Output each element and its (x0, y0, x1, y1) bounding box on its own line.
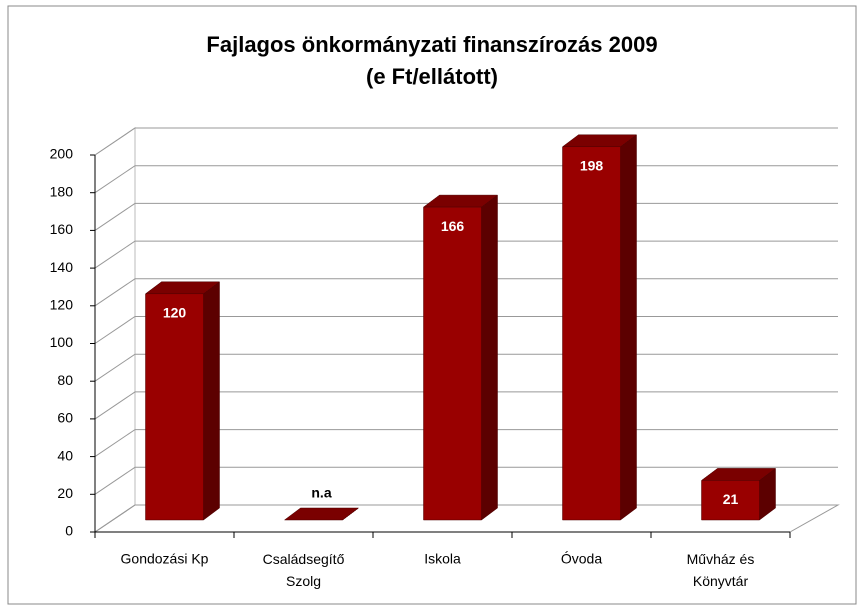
bar (422, 194, 499, 521)
y-tick-label: 200 (50, 146, 74, 162)
bar (561, 134, 638, 521)
y-tick-label: 100 (50, 334, 74, 350)
bar (144, 281, 221, 521)
y-tick-label: 20 (57, 485, 73, 501)
y-tick-label: 180 (50, 183, 74, 199)
bar-face (481, 194, 498, 521)
x-tick-label: Óvoda (561, 551, 602, 567)
bar-face (145, 293, 204, 521)
x-tick-label: Családsegítő Szolg (263, 551, 345, 589)
y-tick-label: 160 (50, 221, 74, 237)
bar-face (203, 281, 220, 521)
bar-face (423, 206, 482, 521)
value-label: 198 (580, 157, 604, 173)
value-label: n.a (311, 485, 331, 501)
value-label: 120 (163, 305, 187, 321)
bar (283, 507, 360, 521)
x-tick-label: Iskola (424, 551, 461, 567)
x-tick-label: Gondozási Kp (121, 551, 209, 567)
y-tick-label: 40 (57, 447, 73, 463)
bar (700, 467, 777, 521)
y-tick-label: 60 (57, 410, 73, 426)
bar-face (283, 507, 360, 521)
bar-face (620, 134, 637, 521)
bar-face (701, 480, 760, 521)
grid-line (94, 127, 838, 156)
y-tick-label: 80 (57, 372, 73, 388)
value-label: 21 (723, 491, 739, 507)
chart-title: Fajlagos önkormányzati finanszírozás 200… (206, 32, 657, 57)
y-tick-label: 120 (50, 297, 74, 313)
bar-face (562, 146, 621, 521)
y-tick-label: 140 (50, 259, 74, 275)
y-tick-label: 0 (65, 523, 73, 539)
x-tick-label: Művház és Könyvtár (687, 551, 755, 589)
value-label: 166 (441, 218, 465, 234)
chart-subtitle: (e Ft/ellátott) (366, 64, 498, 89)
